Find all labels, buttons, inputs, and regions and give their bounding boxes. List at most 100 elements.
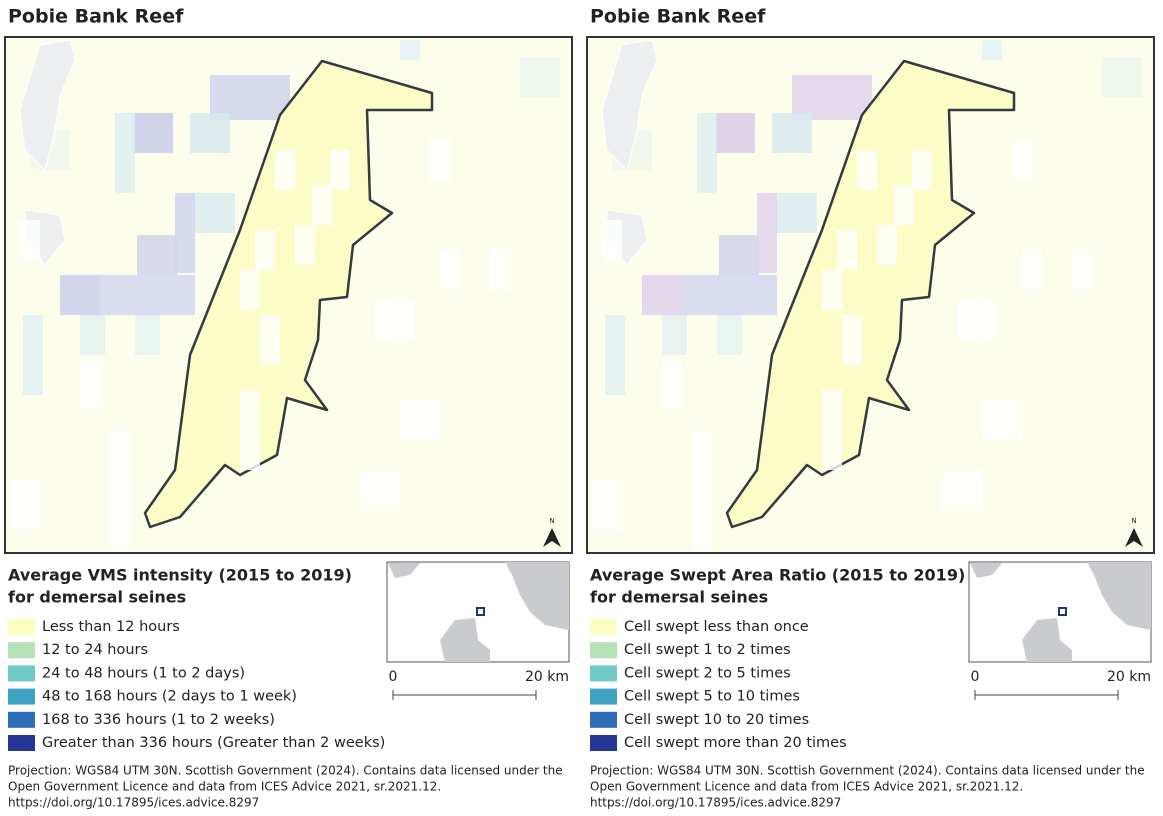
legend-label: Cell swept 10 to 20 times [624, 712, 809, 728]
legend-title: for demersal seines [8, 588, 186, 607]
grid-cell [772, 113, 812, 153]
legend-label: Cell swept more than 20 times [624, 735, 847, 751]
grid-cell [912, 150, 932, 190]
grid-cell [80, 360, 100, 410]
grid-cell [10, 480, 40, 530]
grid-cell [982, 400, 1022, 440]
legend-swatch [590, 642, 617, 659]
grid-cell [1012, 140, 1032, 180]
grid-cell [982, 40, 1002, 60]
legend-swatch [8, 688, 35, 705]
legend-swatch [590, 735, 617, 751]
grid-cell [605, 315, 625, 395]
grid-cell [822, 390, 842, 470]
grid-cell [400, 400, 440, 440]
grid-cell [440, 250, 460, 290]
land [601, 39, 658, 171]
grid-cell [360, 470, 400, 510]
inset-marker [1058, 607, 1067, 616]
grid-cell [822, 270, 842, 310]
grid-cell [894, 185, 914, 225]
grid-cell [490, 250, 510, 290]
grid-cell [195, 193, 235, 233]
grid-cell [60, 275, 100, 315]
grid-cell [520, 57, 560, 97]
grid-cell [295, 225, 315, 265]
grid-cell [240, 270, 260, 310]
grid-cell [717, 315, 742, 355]
grid-cell [715, 113, 755, 153]
grid-cell [255, 230, 275, 270]
legend-label: 12 to 24 hours [42, 642, 148, 658]
north-label: N [549, 517, 554, 525]
footer-text: Projection: WGS84 UTM 30N. Scottish Gove… [8, 764, 563, 778]
footer-text: https://doi.org/10.17895/ices.advice.829… [590, 796, 841, 810]
legend-swatch [8, 665, 35, 682]
scale-label: 0 [389, 669, 398, 685]
legend-swatch [590, 665, 617, 682]
grid-cell [312, 185, 332, 225]
map-panel: Pobie Bank Reef N Average Swept Area Ratio… [586, 6, 1155, 810]
grid-cell [792, 75, 872, 120]
grid-cell [877, 225, 897, 265]
legend-label: Cell swept less than once [624, 619, 809, 635]
land [19, 39, 76, 171]
map-frame [586, 36, 1155, 554]
legend-swatch [590, 619, 617, 635]
grid-cell [692, 430, 712, 550]
map-panel: Pobie Bank Reef N Average VMS intensity (2… [4, 6, 573, 810]
grid-cell [1102, 57, 1142, 97]
grid-cell [1022, 250, 1042, 290]
legend-title: for demersal seines [590, 588, 768, 607]
grid-cell [190, 113, 230, 153]
grid-cell [777, 193, 817, 233]
grid-cell [957, 300, 997, 340]
grid-cell [842, 315, 862, 365]
legend-label: Cell swept 2 to 5 times [624, 665, 791, 681]
legend-label: Less than 12 hours [42, 619, 180, 635]
grid-cell [240, 390, 260, 470]
grid-cell [275, 150, 295, 190]
inset-land [970, 563, 1002, 578]
grid-cell [642, 275, 682, 315]
grid-cell [757, 193, 777, 273]
grid-cell [110, 430, 130, 550]
legend-label: Greater than 336 hours (Greater than 2 w… [42, 735, 385, 751]
grid-cell [1072, 250, 1092, 290]
legend-swatch [8, 711, 35, 728]
grid-cell [430, 140, 450, 180]
grid-cell [602, 220, 622, 260]
grid-cell [23, 315, 43, 395]
grid-cell [260, 315, 280, 365]
legend-swatch [8, 619, 35, 635]
legend-label: 168 to 336 hours (1 to 2 weeks) [42, 712, 275, 728]
legend-swatch [8, 642, 35, 659]
grid-cell [942, 470, 982, 510]
footer-text: Projection: WGS84 UTM 30N. Scottish Gove… [590, 764, 1145, 778]
grid-cell [115, 113, 135, 193]
scale-label: 0 [971, 669, 980, 685]
legend-label: Cell swept 5 to 10 times [624, 689, 800, 705]
grid-cell [20, 220, 40, 260]
north-label: N [1131, 517, 1136, 525]
grid-cell [100, 275, 195, 315]
legend-swatch [8, 735, 35, 751]
grid-cell [375, 300, 415, 340]
map-frame [4, 36, 573, 554]
grid-cell [400, 40, 420, 60]
legend-title: Average Swept Area Ratio (2015 to 2019) [590, 566, 965, 585]
grid-cell [697, 113, 717, 193]
grid-cell [592, 480, 622, 530]
grid-cell [175, 193, 195, 273]
legend-label: Cell swept 1 to 2 times [624, 642, 791, 658]
scale-bar [392, 690, 537, 700]
inset-marker [476, 607, 485, 616]
inset-land [1022, 618, 1072, 662]
legend-swatch [590, 688, 617, 705]
grid-cell [857, 150, 877, 190]
grid-cell [80, 315, 105, 355]
inset-land [1087, 562, 1151, 630]
reef-area [143, 59, 434, 529]
footer-text: Open Government Licence and data from IC… [590, 780, 1023, 794]
grid-cell [330, 150, 350, 190]
